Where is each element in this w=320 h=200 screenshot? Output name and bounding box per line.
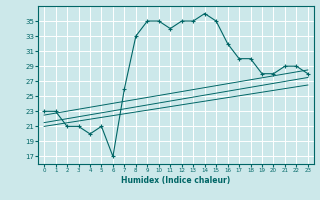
X-axis label: Humidex (Indice chaleur): Humidex (Indice chaleur) [121,176,231,185]
